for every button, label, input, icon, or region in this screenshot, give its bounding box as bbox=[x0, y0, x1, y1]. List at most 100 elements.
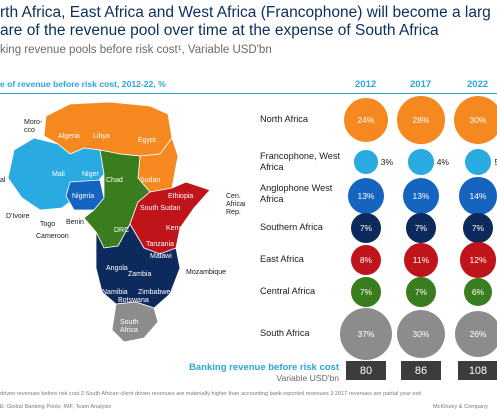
bubble: 11% bbox=[403, 242, 439, 278]
region-label: North Africa bbox=[260, 114, 308, 124]
heading-rule bbox=[0, 93, 497, 94]
bubble-label: 7% bbox=[359, 286, 373, 297]
bubble bbox=[464, 148, 492, 176]
bubble: 30% bbox=[453, 95, 497, 145]
bubble: 37% bbox=[339, 307, 393, 361]
bubble-label: 7% bbox=[471, 222, 485, 233]
map-region-south-africa bbox=[111, 301, 159, 343]
bubble-label: 11% bbox=[412, 254, 430, 265]
map-labels: Moro-cco Algeria Libya Egypt Mali Niger Chad Su… bbox=[0, 119, 245, 334]
title-line-1: rth Africa, East Africa and West Africa … bbox=[0, 4, 491, 21]
map-label: African bbox=[226, 201, 245, 208]
bubble-label: 4% bbox=[436, 157, 449, 167]
footnote: driven revenues before risk cost 2 South… bbox=[0, 391, 422, 397]
map-label: Namibia bbox=[102, 289, 128, 296]
map-label: Zambia bbox=[128, 271, 151, 278]
map-label: D'Ivoire bbox=[6, 213, 30, 220]
map-region-east-africa bbox=[129, 181, 211, 255]
map-label: cco bbox=[24, 127, 35, 134]
bubble-label: 7% bbox=[414, 286, 428, 297]
map-label: al bbox=[0, 177, 6, 184]
map-label: Africa bbox=[120, 327, 138, 334]
map-label: Ethiopia bbox=[168, 193, 193, 200]
bubble-label: 7% bbox=[414, 222, 428, 233]
bubble-label: 13% bbox=[412, 190, 430, 201]
map-label: Tanzania bbox=[146, 241, 174, 248]
map-region-southern-africa bbox=[95, 223, 181, 309]
map-label: Sudan bbox=[140, 177, 160, 184]
map-label: Algeria bbox=[58, 133, 80, 140]
map-label: Togo bbox=[40, 221, 55, 228]
map-label: Egypt bbox=[138, 137, 156, 144]
map-label: Rep. bbox=[226, 209, 241, 216]
bubble-label: 12% bbox=[469, 254, 487, 265]
region-label: Anglophone West Africa bbox=[260, 183, 333, 204]
bubble: 8% bbox=[350, 244, 382, 276]
bubble-label: 37% bbox=[357, 328, 375, 339]
bubble-label: 3% bbox=[380, 157, 394, 167]
totals-label: Banking revenue before risk cost bbox=[189, 362, 339, 373]
totals-unit: Variable USD'bn bbox=[276, 373, 339, 383]
bubble-label: 14% bbox=[469, 190, 487, 201]
africa-map: Moro-cco Algeria Libya Egypt Mali Niger Chad Su… bbox=[0, 101, 245, 343]
bubble: 7% bbox=[351, 213, 381, 243]
bubble-label: 30% bbox=[469, 114, 487, 125]
map-label: DRC bbox=[114, 227, 129, 234]
total-value-box: 80 bbox=[346, 361, 386, 380]
bubble: 7% bbox=[463, 213, 493, 243]
brand-text: McKinsey & Company bbox=[433, 404, 489, 410]
map-label: Benin bbox=[66, 219, 84, 226]
bubble-label: 24% bbox=[357, 114, 375, 125]
region-label: South Africa bbox=[260, 328, 310, 338]
map-label: Mozambique bbox=[186, 269, 226, 276]
chart-subtitle: king revenue pools before risk cost¹, Va… bbox=[0, 44, 272, 56]
chart-title: rth Africa, East Africa and West Africa … bbox=[0, 4, 497, 40]
bubble-label: 30% bbox=[412, 328, 430, 339]
map-label: Chad bbox=[106, 177, 123, 184]
year-header-2012: 2012 bbox=[355, 79, 377, 90]
bubble-label: 26% bbox=[469, 328, 487, 339]
source-note: E: Global Banking Pools; IMF, Team Analy… bbox=[0, 404, 112, 410]
map-label: Zimbabwe bbox=[138, 289, 170, 296]
map-label: Botswana bbox=[118, 297, 149, 304]
section-heading: e of revenue before risk cost, 2012-22, … bbox=[0, 79, 166, 89]
map-label: South Sudan bbox=[140, 205, 181, 212]
map-label: Kenya bbox=[166, 225, 186, 232]
bubble: 13% bbox=[347, 177, 385, 215]
bubble-label: 28% bbox=[412, 114, 430, 125]
map-label: Malawi bbox=[150, 253, 172, 260]
bubble: 24% bbox=[343, 97, 389, 143]
map-label: Angola bbox=[106, 265, 128, 272]
map-label: Cameroon bbox=[36, 233, 69, 240]
bubble: 7% bbox=[351, 277, 381, 307]
bubble: 26% bbox=[454, 310, 497, 358]
bubble: 12% bbox=[460, 242, 496, 278]
map-label: Mali bbox=[52, 171, 65, 178]
map-label: Nigeria bbox=[72, 193, 94, 200]
year-header-2022: 2022 bbox=[467, 79, 489, 90]
bubble-label: 7% bbox=[359, 222, 373, 233]
map-label: Libya bbox=[93, 133, 110, 140]
map-label: South bbox=[120, 319, 138, 326]
bubble-label: 5 bbox=[494, 157, 497, 167]
bubble: 14% bbox=[459, 177, 497, 215]
map-label: Cen. bbox=[226, 193, 241, 200]
bubble: 7% bbox=[406, 277, 436, 307]
bubble: 7% bbox=[406, 213, 436, 243]
year-header-2017: 2017 bbox=[410, 79, 432, 90]
bubble: 13% bbox=[402, 177, 440, 215]
bubble bbox=[354, 150, 378, 174]
bubble-label: 6% bbox=[471, 286, 485, 297]
total-value-box: 108 bbox=[458, 361, 497, 380]
bubble-label: 13% bbox=[357, 190, 375, 201]
bubble-label: 8% bbox=[359, 254, 373, 265]
map-label: Moro- bbox=[24, 119, 43, 126]
title-line-2: are of the revenue pool over time at the… bbox=[0, 22, 439, 39]
map-label: Niger bbox=[82, 171, 99, 178]
region-label: East Africa bbox=[260, 254, 304, 264]
total-value-box: 86 bbox=[401, 361, 441, 380]
bubble: 28% bbox=[397, 96, 445, 144]
region-label: Francophone, West Africa bbox=[260, 151, 341, 172]
bubble: 30% bbox=[396, 309, 446, 359]
region-label: Central Africa bbox=[260, 286, 316, 296]
